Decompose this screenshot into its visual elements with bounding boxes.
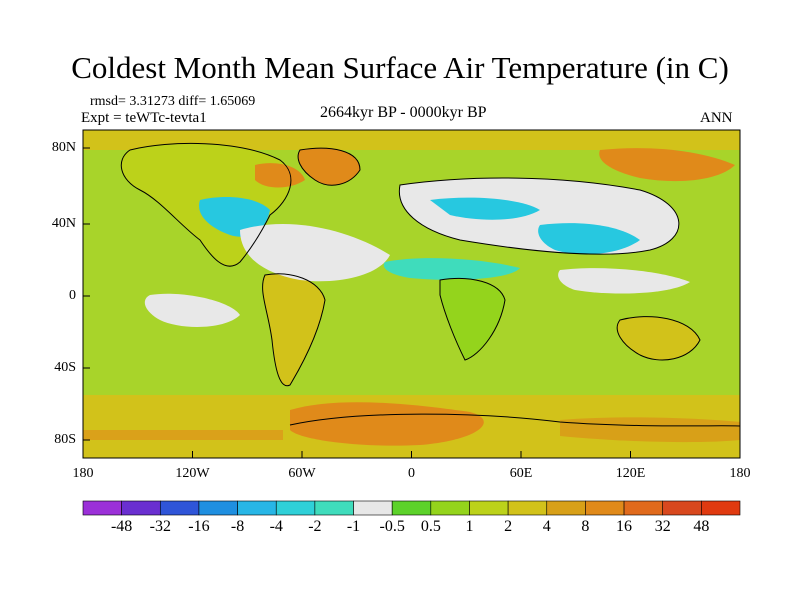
asia-cold-patch <box>538 223 640 255</box>
north-america-cold-patch <box>199 197 270 237</box>
colorbar-label: -0.5 <box>379 518 405 535</box>
greenland-warm <box>298 148 360 186</box>
colorbar-swatch <box>701 500 741 516</box>
colorbar-label: -16 <box>188 518 210 535</box>
season-label: ANN <box>700 110 733 126</box>
lon-tick-label: 180 <box>72 466 94 481</box>
lat-tick-label: 40N <box>51 216 76 231</box>
lat-tick-label: 40S <box>54 360 76 375</box>
lat-tick-label: 0 <box>69 288 76 303</box>
colorbar-label: -1 <box>346 518 361 535</box>
temperature-field <box>83 130 740 458</box>
colorbar-swatch <box>237 500 277 516</box>
colorbar-swatch <box>662 500 702 516</box>
lon-tick-label: 120E <box>615 466 646 481</box>
lat-tick-label: 80S <box>54 432 76 447</box>
colorbar-label: 0.5 <box>420 518 441 535</box>
period-label: 2664kyr BP - 0000kyr BP <box>320 104 487 121</box>
colorbar-label: 8 <box>581 518 590 535</box>
colorbar-label: 2 <box>504 518 513 535</box>
colorbar-label: -2 <box>308 518 322 535</box>
colorbar-label: -8 <box>230 518 245 535</box>
stats-label: rmsd= 3.31273 diff= 1.65069 <box>90 94 256 109</box>
colorbar-label: 16 <box>616 518 633 535</box>
colorbar-swatch <box>546 500 586 516</box>
atlantic-neutral-zone <box>240 224 390 282</box>
siberia-warm <box>599 148 735 182</box>
colorbar-swatch <box>314 500 354 516</box>
colorbar-swatch <box>82 500 122 516</box>
colorbar-swatch <box>430 500 470 516</box>
pacific-neutral-zone <box>144 293 240 327</box>
colorbar-swatch <box>275 500 316 516</box>
antarctic-warm-east <box>560 417 740 443</box>
australia-land <box>617 316 700 360</box>
indian-ocean-neutral <box>558 268 690 294</box>
colorbar-swatch <box>585 500 625 516</box>
colorbar-label: 4 <box>542 518 551 535</box>
lon-tick-label: 180 <box>729 466 751 481</box>
colorbar-swatch <box>623 500 664 516</box>
colorbar-swatch <box>198 500 238 516</box>
colorbar-label: -4 <box>269 518 283 535</box>
arctic-band <box>83 130 740 150</box>
experiment-label: Expt = teWTc-tevta1 <box>81 110 207 126</box>
lat-tick-label: 80N <box>51 140 76 155</box>
plot-title: Coldest Month Mean Surface Air Temperatu… <box>71 50 729 85</box>
lon-tick-label: 0 <box>408 466 415 481</box>
axis-ticks <box>82 147 741 458</box>
europe-cold-patch <box>430 197 540 220</box>
south-america-land <box>262 273 325 386</box>
colorbar-swatch <box>469 500 509 516</box>
colorbar <box>82 500 741 516</box>
colorbar-label: 1 <box>465 518 474 535</box>
colorbar-swatch <box>121 500 161 516</box>
lon-tick-label: 60W <box>288 466 316 481</box>
colorbar-label: 32 <box>654 518 671 535</box>
antarctic-warm-west <box>290 402 484 446</box>
sahara-cool-patch <box>383 258 520 280</box>
colorbar-label: -48 <box>110 518 133 535</box>
hudson-warm-patch <box>255 163 305 188</box>
colorbar-label: -32 <box>149 518 171 535</box>
lon-tick-label: 60E <box>509 466 533 481</box>
colorbar-label: 48 <box>693 518 710 535</box>
southern-orange-strip <box>83 430 283 440</box>
lon-tick-label: 120W <box>175 466 210 481</box>
colorbar-swatch <box>353 500 393 516</box>
colorbar-swatch <box>507 500 548 516</box>
colorbar-swatch <box>159 500 200 516</box>
africa-land <box>440 278 505 360</box>
colorbar-swatch <box>391 500 432 516</box>
coastlines <box>120 142 740 427</box>
